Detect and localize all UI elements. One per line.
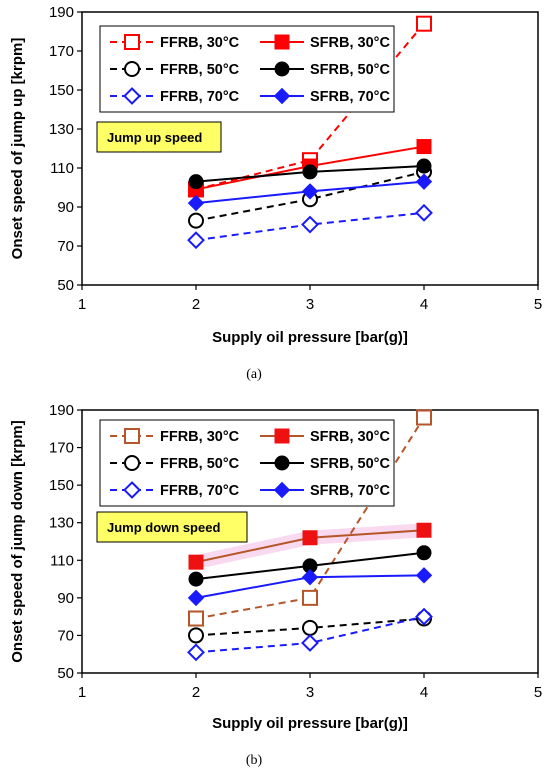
series-line <box>195 170 425 222</box>
data-point <box>187 194 205 212</box>
data-point <box>301 183 319 200</box>
legend-label: SFRB, 50°C <box>310 456 390 472</box>
data-point <box>302 164 318 180</box>
legend-label: SFRB, 70°C <box>310 483 390 499</box>
series-line <box>195 23 425 191</box>
data-point <box>302 530 318 546</box>
legend-label: SFRB, 30°C <box>310 35 390 51</box>
annotation-box <box>96 121 222 153</box>
data-point <box>188 610 204 627</box>
x-tick-label: 1 <box>78 684 86 701</box>
data-point <box>301 634 319 652</box>
data-point <box>416 139 432 155</box>
data-point <box>187 231 205 250</box>
y-tick-label: 50 <box>57 665 74 682</box>
x-tick-label: 3 <box>306 684 314 701</box>
legend-label: FFRB, 30°C <box>160 35 240 51</box>
y-tick-label: 70 <box>57 627 74 644</box>
annotation-text: Jump down speed <box>107 520 220 535</box>
y-axis-label: Onset speed of jump down [krpm] <box>9 420 26 663</box>
data-point <box>416 15 432 32</box>
data-point <box>302 619 318 636</box>
legend-marker <box>274 34 290 50</box>
legend-marker <box>124 61 140 77</box>
figure-caption: (a) <box>246 367 262 382</box>
y-axis-label: Onset speed of jump up [krpm] <box>9 38 26 260</box>
x-tick-label: 4 <box>420 684 428 701</box>
legend-marker <box>124 428 140 444</box>
x-tick-label: 3 <box>306 296 314 313</box>
x-tick-label: 2 <box>192 296 200 313</box>
figure-caption: (b) <box>246 753 263 768</box>
y-tick-label: 190 <box>49 4 74 21</box>
data-point <box>301 215 319 234</box>
legend-label: FFRB, 70°C <box>160 89 240 105</box>
x-axis-label: Supply oil pressure [bar(g)] <box>212 329 408 346</box>
x-axis-label: Supply oil pressure [bar(g)] <box>212 715 408 732</box>
legend-marker <box>124 34 140 50</box>
chart-a: 50 70 90 110 130 150 170 190 1 2 3 4 5 Supply oil pre… <box>9 4 542 382</box>
annotation-box <box>96 511 248 543</box>
legend-marker <box>273 481 291 499</box>
legend: FFRB, 30°C SFRB, 30°C FFRB, 50°C SFRB, 50°C… <box>99 25 395 113</box>
y-tick-label: 130 <box>49 121 74 138</box>
legend-label: SFRB, 50°C <box>310 62 390 78</box>
legend-marker <box>123 481 141 499</box>
legend-marker <box>274 455 290 471</box>
data-point <box>415 173 433 190</box>
x-tick-label: 2 <box>192 684 200 701</box>
legend-label: FFRB, 30°C <box>160 429 240 445</box>
data-point <box>187 643 205 662</box>
legend-marker <box>273 87 291 105</box>
y-tick-label: 150 <box>49 82 74 99</box>
chart-b: 50 70 90 110 130 150 170 190 1 2 3 4 5 Supply oil pre… <box>9 402 542 768</box>
y-tick-label: 50 <box>57 277 74 294</box>
x-tick-label: 4 <box>420 296 428 313</box>
y-tick-label: 130 <box>49 515 74 532</box>
legend-marker <box>123 87 141 105</box>
legend-label: FFRB, 50°C <box>160 62 240 78</box>
legend-marker <box>274 428 290 444</box>
x-tick-label: 5 <box>534 296 542 313</box>
x-tick-label: 1 <box>78 296 86 313</box>
data-point <box>188 212 204 229</box>
legend-label: FFRB, 70°C <box>160 483 240 499</box>
data-point <box>416 522 432 538</box>
data-point <box>187 589 205 607</box>
series-line <box>195 211 425 242</box>
legend-marker <box>124 455 140 471</box>
data-point <box>188 627 204 644</box>
data-point <box>416 409 432 426</box>
data-point <box>415 567 433 584</box>
legend-marker <box>274 61 290 77</box>
y-tick-label: 170 <box>49 43 74 60</box>
legend: FFRB, 30°C SFRB, 30°C FFRB, 50°C SFRB, 50°C… <box>99 419 395 507</box>
y-tick-label: 90 <box>57 590 74 607</box>
y-tick-label: 110 <box>50 552 74 569</box>
x-tick-label: 5 <box>534 684 542 701</box>
y-tick-label: 190 <box>49 402 74 419</box>
data-point <box>416 545 432 561</box>
y-tick-label: 70 <box>57 238 74 255</box>
legend-label: SFRB, 30°C <box>310 429 390 445</box>
data-point <box>188 554 204 570</box>
y-tick-label: 90 <box>57 199 74 216</box>
legend-label: SFRB, 70°C <box>310 89 390 105</box>
y-tick-label: 110 <box>50 160 74 177</box>
data-point <box>188 571 204 587</box>
annotation-text: Jump up speed <box>107 130 202 145</box>
y-tick-label: 170 <box>49 440 74 457</box>
data-point <box>301 568 319 586</box>
y-tick-label: 150 <box>49 477 74 494</box>
data-point <box>415 203 433 222</box>
data-point <box>415 607 433 626</box>
data-point <box>302 589 318 606</box>
legend-label: FFRB, 50°C <box>160 456 240 472</box>
data-point <box>188 174 204 190</box>
data-point <box>416 158 432 174</box>
